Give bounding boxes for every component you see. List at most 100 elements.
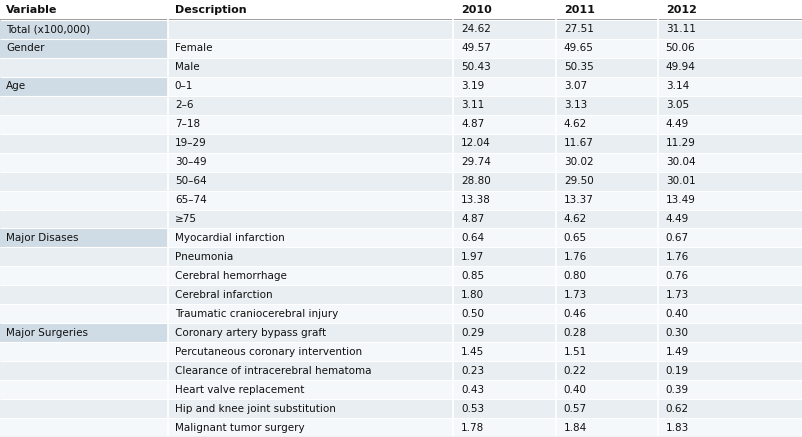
Text: 0.40: 0.40: [666, 309, 689, 319]
Text: Major Surgeries: Major Surgeries: [6, 328, 88, 338]
Text: 1.76: 1.76: [666, 252, 689, 262]
Text: 0.39: 0.39: [666, 385, 689, 395]
Text: Percutaneous coronary intervention: Percutaneous coronary intervention: [175, 347, 362, 357]
Text: 0.28: 0.28: [564, 328, 587, 338]
Text: 7–18: 7–18: [175, 119, 200, 129]
Text: 19–29: 19–29: [175, 138, 207, 148]
Text: 0.62: 0.62: [666, 403, 689, 413]
Text: 0.19: 0.19: [666, 366, 689, 376]
Text: 4.87: 4.87: [461, 214, 484, 224]
Text: 0.30: 0.30: [666, 328, 689, 338]
Text: ≥75: ≥75: [175, 214, 196, 224]
Bar: [0, 20, 802, 39]
Text: 2011: 2011: [564, 5, 594, 15]
Text: 1.51: 1.51: [564, 347, 587, 357]
Text: Cerebral hemorrhage: Cerebral hemorrhage: [175, 271, 286, 281]
Text: 49.57: 49.57: [461, 43, 491, 53]
Text: 0.65: 0.65: [564, 233, 587, 243]
Bar: [0, 153, 802, 172]
Bar: [0, 304, 802, 323]
Text: 24.62: 24.62: [461, 24, 491, 35]
Bar: [0, 285, 802, 304]
Text: 49.94: 49.94: [666, 62, 695, 73]
Text: 0.85: 0.85: [461, 271, 484, 281]
Text: 0.22: 0.22: [564, 366, 587, 376]
Text: 3.14: 3.14: [666, 81, 689, 91]
Text: 3.11: 3.11: [461, 100, 484, 110]
Text: 3.19: 3.19: [461, 81, 484, 91]
Bar: [0, 229, 802, 247]
Bar: [0, 39, 168, 58]
Text: 0.76: 0.76: [666, 271, 689, 281]
Text: 4.62: 4.62: [564, 214, 587, 224]
Text: Myocardial infarction: Myocardial infarction: [175, 233, 285, 243]
Text: 29.74: 29.74: [461, 157, 491, 167]
Bar: [0, 191, 802, 209]
Text: Male: Male: [175, 62, 200, 73]
Bar: [0, 77, 168, 96]
Bar: [0, 20, 168, 39]
Text: 49.65: 49.65: [564, 43, 593, 53]
Text: 13.37: 13.37: [564, 195, 593, 205]
Text: 28.80: 28.80: [461, 176, 491, 186]
Text: 3.07: 3.07: [564, 81, 587, 91]
Bar: [0, 399, 802, 418]
Text: 29.50: 29.50: [564, 176, 593, 186]
Text: 0.43: 0.43: [461, 385, 484, 395]
Text: Hip and knee joint substitution: Hip and knee joint substitution: [175, 403, 336, 413]
Text: 2–6: 2–6: [175, 100, 193, 110]
Text: 0.29: 0.29: [461, 328, 484, 338]
Bar: [0, 380, 802, 399]
Bar: [0, 229, 168, 247]
Text: 4.87: 4.87: [461, 119, 484, 129]
Text: 27.51: 27.51: [564, 24, 593, 35]
Text: 4.62: 4.62: [564, 119, 587, 129]
Text: 0.67: 0.67: [666, 233, 689, 243]
Bar: [0, 134, 802, 153]
Text: 0.57: 0.57: [564, 403, 587, 413]
Bar: [0, 0, 802, 20]
Text: Female: Female: [175, 43, 213, 53]
Text: 1.84: 1.84: [564, 423, 587, 433]
Bar: [0, 342, 802, 361]
Text: Description: Description: [175, 5, 246, 15]
Text: 30.01: 30.01: [666, 176, 695, 186]
Bar: [0, 209, 802, 229]
Text: 31.11: 31.11: [666, 24, 695, 35]
Text: 50.06: 50.06: [666, 43, 695, 53]
Text: 30.04: 30.04: [666, 157, 695, 167]
Text: 1.97: 1.97: [461, 252, 484, 262]
Text: Pneumonia: Pneumonia: [175, 252, 233, 262]
Text: 4.49: 4.49: [666, 214, 689, 224]
Text: 1.45: 1.45: [461, 347, 484, 357]
Text: 13.38: 13.38: [461, 195, 491, 205]
Text: Coronary artery bypass graft: Coronary artery bypass graft: [175, 328, 326, 338]
Bar: [0, 323, 168, 342]
Text: 2010: 2010: [461, 5, 492, 15]
Text: 0.50: 0.50: [461, 309, 484, 319]
Text: 4.49: 4.49: [666, 119, 689, 129]
Text: Variable: Variable: [6, 5, 58, 15]
Text: 1.73: 1.73: [564, 290, 587, 300]
Text: 1.80: 1.80: [461, 290, 484, 300]
Text: 30.02: 30.02: [564, 157, 593, 167]
Text: Heart valve replacement: Heart valve replacement: [175, 385, 304, 395]
Text: 11.29: 11.29: [666, 138, 695, 148]
Bar: [0, 58, 802, 77]
Text: Age: Age: [6, 81, 26, 91]
Text: Malignant tumor surgery: Malignant tumor surgery: [175, 423, 305, 433]
Text: 1.83: 1.83: [666, 423, 689, 433]
Text: 50.43: 50.43: [461, 62, 491, 73]
Text: 13.49: 13.49: [666, 195, 695, 205]
Text: 0.23: 0.23: [461, 366, 484, 376]
Text: Cerebral infarction: Cerebral infarction: [175, 290, 273, 300]
Text: 0–1: 0–1: [175, 81, 193, 91]
Bar: [0, 39, 802, 58]
Bar: [0, 267, 802, 285]
Bar: [0, 172, 802, 191]
Text: 1.76: 1.76: [564, 252, 587, 262]
Text: 1.49: 1.49: [666, 347, 689, 357]
Text: 2012: 2012: [666, 5, 696, 15]
Text: 3.13: 3.13: [564, 100, 587, 110]
Text: 12.04: 12.04: [461, 138, 491, 148]
